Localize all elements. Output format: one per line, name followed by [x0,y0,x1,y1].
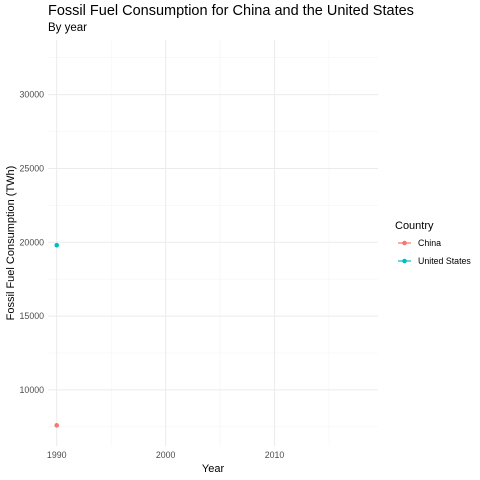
y-tick-labels: 10000 15000 20000 25000 30000 [20,90,45,395]
legend-label: United States [418,256,471,266]
legend-label: China [418,238,441,248]
data-point [54,242,60,248]
y-tick-label: 20000 [20,237,45,247]
series-layer [54,242,60,428]
grid [48,40,378,446]
chart-title: Fossil Fuel Consumption for China and th… [48,3,414,19]
legend-key-point [402,240,407,246]
data-point [54,423,60,428]
x-tick-labels: 1990 2000 2010 [47,450,284,460]
legend-key-point [402,258,407,264]
chart-subtitle: By year [48,22,87,34]
x-axis-title: Year [202,463,225,475]
x-tick-label: 2000 [156,450,176,460]
y-tick-label: 30000 [20,90,45,100]
legend: Country China United States [395,220,471,266]
y-tick-label: 25000 [20,163,45,173]
y-tick-label: 10000 [20,385,45,395]
x-tick-label: 2010 [265,450,285,460]
x-tick-label: 1990 [47,450,67,460]
y-axis-title: Fossil Fuel Consumption (TWh) [5,166,17,321]
y-tick-label: 15000 [20,311,45,321]
legend-title: Country [395,220,434,232]
